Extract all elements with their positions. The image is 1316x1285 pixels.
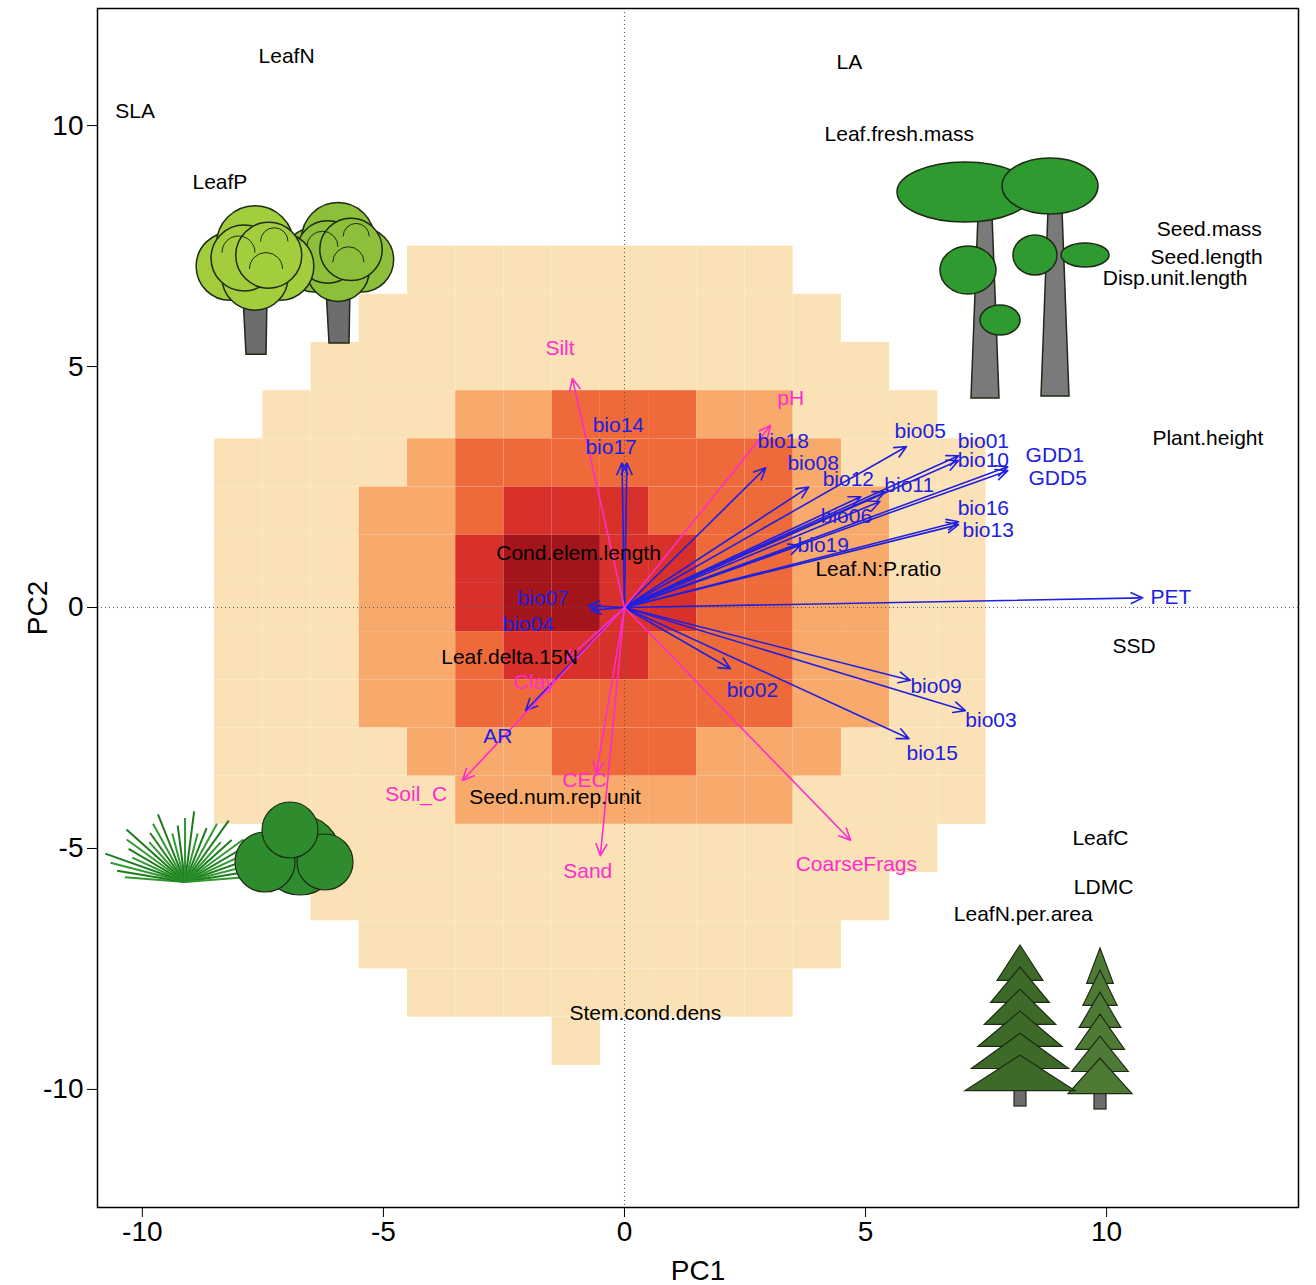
svg-text:bio12: bio12 xyxy=(823,467,874,490)
svg-text:-10: -10 xyxy=(122,1216,162,1247)
svg-text:Seed.num.rep.unit: Seed.num.rep.unit xyxy=(469,785,641,808)
svg-text:LA: LA xyxy=(837,50,863,73)
svg-text:AR: AR xyxy=(483,724,512,747)
svg-text:SLA: SLA xyxy=(115,99,155,122)
svg-text:bio18: bio18 xyxy=(758,429,809,452)
svg-text:0: 0 xyxy=(617,1216,633,1247)
svg-text:Leaf.delta.15N: Leaf.delta.15N xyxy=(441,645,578,668)
svg-text:SSD: SSD xyxy=(1112,634,1155,657)
svg-text:bio04: bio04 xyxy=(502,612,554,635)
svg-text:bio05: bio05 xyxy=(894,419,945,442)
svg-text:LeafP: LeafP xyxy=(192,170,247,193)
svg-text:0: 0 xyxy=(68,591,84,622)
svg-text:10: 10 xyxy=(52,110,83,141)
svg-text:bio19: bio19 xyxy=(798,533,849,556)
svg-text:Seed.mass: Seed.mass xyxy=(1157,217,1262,240)
svg-text:bio16: bio16 xyxy=(958,496,1009,519)
svg-text:Sand: Sand xyxy=(563,859,612,882)
svg-text:CEC: CEC xyxy=(562,768,606,791)
svg-text:Clay: Clay xyxy=(514,670,557,693)
svg-text:-5: -5 xyxy=(59,832,84,863)
svg-text:PC2: PC2 xyxy=(22,581,53,635)
svg-text:LDMC: LDMC xyxy=(1074,875,1134,898)
svg-text:10: 10 xyxy=(1091,1216,1122,1247)
svg-text:bio08: bio08 xyxy=(787,451,839,475)
svg-text:Leaf.N:P.ratio: Leaf.N:P.ratio xyxy=(815,557,941,580)
svg-text:LeafN: LeafN xyxy=(259,44,315,67)
svg-text:5: 5 xyxy=(68,351,84,382)
svg-text:Disp.unit.length: Disp.unit.length xyxy=(1103,266,1248,289)
svg-text:Seed.length: Seed.length xyxy=(1150,245,1262,268)
svg-text:bio15: bio15 xyxy=(907,741,958,764)
svg-text:Silt: Silt xyxy=(545,335,574,358)
svg-text:PET: PET xyxy=(1150,585,1191,608)
svg-text:bio09: bio09 xyxy=(910,674,961,697)
svg-text:GDD5: GDD5 xyxy=(1029,466,1087,489)
svg-text:pH: pH xyxy=(777,386,804,409)
svg-text:PC1: PC1 xyxy=(671,1255,725,1285)
svg-text:bio07: bio07 xyxy=(517,586,568,609)
svg-text:bio13: bio13 xyxy=(962,518,1013,541)
svg-text:bio06: bio06 xyxy=(821,504,872,527)
svg-text:CoarseFrags: CoarseFrags xyxy=(796,852,917,875)
svg-text:bio17: bio17 xyxy=(585,435,636,458)
svg-text:-5: -5 xyxy=(371,1216,396,1247)
svg-text:LeafN.per.area: LeafN.per.area xyxy=(954,902,1093,925)
svg-text:bio11: bio11 xyxy=(884,473,934,496)
svg-text:Cond.elem.length: Cond.elem.length xyxy=(496,541,661,564)
svg-text:-10: -10 xyxy=(43,1073,83,1104)
svg-text:LeafC: LeafC xyxy=(1072,826,1128,849)
svg-text:bio03: bio03 xyxy=(965,708,1016,731)
svg-text:Plant.height: Plant.height xyxy=(1152,426,1263,449)
svg-text:Stem.cond.dens: Stem.cond.dens xyxy=(570,1001,722,1024)
svg-text:bio02: bio02 xyxy=(727,678,778,701)
svg-text:bio10: bio10 xyxy=(958,448,1009,471)
svg-text:bio14: bio14 xyxy=(593,413,645,436)
svg-text:5: 5 xyxy=(858,1216,874,1247)
svg-text:Leaf.fresh.mass: Leaf.fresh.mass xyxy=(825,122,974,145)
svg-text:GDD1: GDD1 xyxy=(1026,443,1084,466)
svg-text:Soil_C: Soil_C xyxy=(385,782,447,806)
svg-text:bio01: bio01 xyxy=(957,428,1009,452)
